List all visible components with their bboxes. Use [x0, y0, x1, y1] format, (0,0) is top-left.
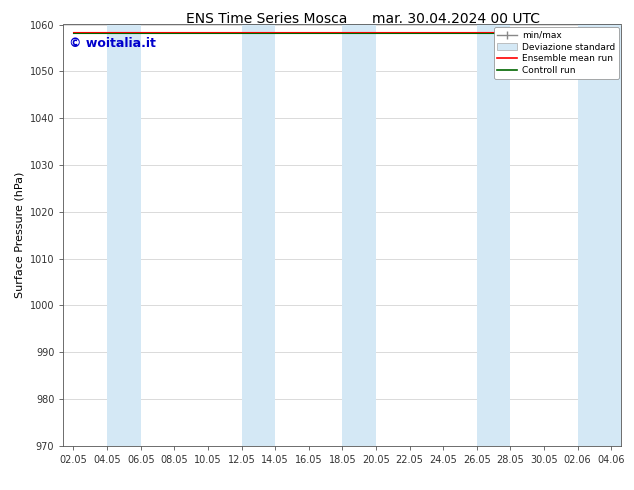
Text: ENS Time Series Mosca: ENS Time Series Mosca	[186, 12, 347, 26]
Legend: min/max, Deviazione standard, Ensemble mean run, Controll run: min/max, Deviazione standard, Ensemble m…	[494, 27, 619, 78]
Text: © woitalia.it: © woitalia.it	[69, 37, 156, 50]
Bar	[578, 24, 621, 446]
Bar	[342, 24, 376, 446]
Text: mar. 30.04.2024 00 UTC: mar. 30.04.2024 00 UTC	[373, 12, 540, 26]
Y-axis label: Surface Pressure (hPa): Surface Pressure (hPa)	[14, 172, 24, 298]
Bar	[242, 24, 275, 446]
Bar	[107, 24, 141, 446]
Bar	[477, 24, 510, 446]
